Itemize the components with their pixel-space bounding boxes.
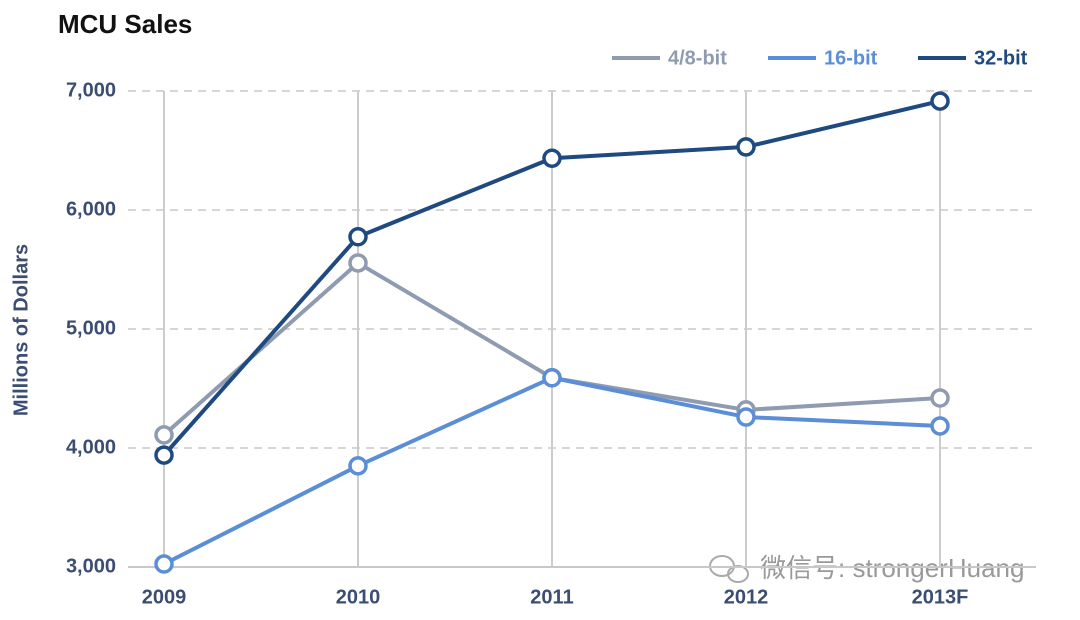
y-tick-label: 3,000	[66, 555, 116, 577]
y-tick-label: 4,000	[66, 436, 116, 458]
data-point	[154, 445, 174, 465]
x-tick-label: 2011	[530, 586, 573, 608]
x-tick-label: 2012	[724, 586, 769, 608]
legend-label: 16-bit	[824, 47, 878, 69]
data-point	[542, 148, 562, 168]
data-point	[930, 91, 950, 111]
y-tick-label: 5,000	[66, 317, 116, 339]
x-tick-label: 2010	[336, 586, 381, 608]
data-point	[154, 554, 174, 574]
data-point	[542, 368, 562, 388]
data-point	[736, 407, 756, 427]
x-tick-label: 2013F	[912, 586, 969, 608]
legend-label: 4/8-bit	[668, 47, 727, 69]
y-tick-label: 6,000	[66, 198, 116, 220]
chart-title: MCU Sales	[58, 9, 192, 39]
data-point	[930, 416, 950, 436]
data-point	[930, 388, 950, 408]
watermark-icon	[709, 555, 749, 583]
y-axis-title: Millions of Dollars	[10, 244, 32, 416]
data-point	[154, 425, 174, 445]
x-tick-label: 2009	[142, 586, 187, 608]
data-point	[348, 456, 368, 476]
y-tick-label: 7,000	[66, 79, 116, 101]
data-point	[348, 227, 368, 247]
legend-label: 32-bit	[974, 47, 1028, 69]
data-point	[348, 253, 368, 273]
data-point	[736, 137, 756, 157]
